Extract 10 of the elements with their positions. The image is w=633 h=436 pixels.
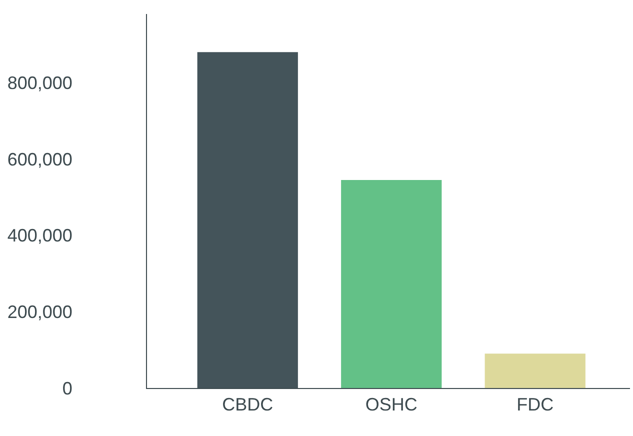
y-tick-label: 600,000 (7, 149, 72, 170)
x-tick-label: CBDC (222, 394, 274, 415)
bar (484, 354, 586, 388)
y-tick-label: 400,000 (7, 226, 72, 246)
bar (341, 180, 442, 388)
y-tick-label: 200,000 (7, 302, 72, 322)
x-tick-label: OSHC (365, 394, 418, 415)
x-tick-label: FDC (516, 394, 554, 415)
y-tick-label: 0 (62, 378, 72, 398)
y-tick-label: 800,000 (7, 72, 72, 93)
